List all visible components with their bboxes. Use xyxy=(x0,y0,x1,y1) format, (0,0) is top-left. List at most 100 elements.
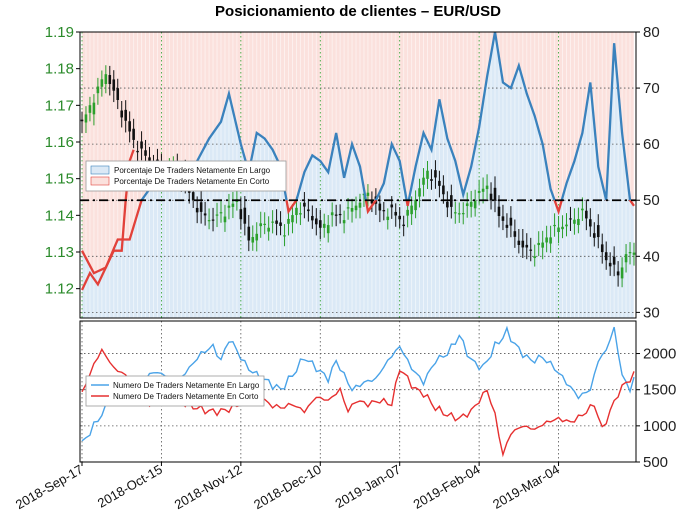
candle-up xyxy=(96,77,100,105)
candle-down xyxy=(438,170,441,198)
candle-body xyxy=(358,202,362,208)
candle-down xyxy=(382,201,386,221)
candle-body xyxy=(525,244,529,248)
candle-body xyxy=(80,119,84,122)
candle-body xyxy=(453,212,457,214)
candle-body xyxy=(446,201,449,208)
candle-body xyxy=(311,215,314,221)
candle-body xyxy=(620,267,624,279)
candle-body xyxy=(533,256,537,259)
candle-body xyxy=(477,190,481,193)
legend-bottom: Numero De Traders Netamente En Largo Nume… xyxy=(85,375,265,407)
candle-body xyxy=(573,219,576,224)
legend-box xyxy=(85,375,265,407)
candle-up xyxy=(219,200,223,223)
candle-up xyxy=(100,70,104,97)
candle-body xyxy=(203,213,207,216)
date-tick-label: 2019-Jan-07 xyxy=(332,462,403,511)
candle-body xyxy=(410,205,413,215)
top-panel: 1.12 1.13 1.14 1.15 1.16 1.17 1.18 1.19 30 40 50 60… xyxy=(45,24,660,321)
candle-down xyxy=(402,215,405,237)
candle-down xyxy=(275,209,278,236)
candle-down xyxy=(521,229,525,258)
candle-body xyxy=(469,201,473,207)
candle-body xyxy=(112,79,116,91)
candle-body xyxy=(307,209,310,212)
candle-up xyxy=(473,189,477,217)
candle-body xyxy=(227,205,231,208)
candle-body xyxy=(199,202,203,212)
candle-down xyxy=(612,246,616,277)
candle-up xyxy=(354,196,358,219)
candle-up xyxy=(92,94,96,126)
bottom-frame xyxy=(79,320,637,463)
candle-up xyxy=(255,222,259,252)
bottom-panel: 500 1000 1500 2000 Numero De Traders Netamen… xyxy=(79,320,676,471)
date-tick-label: 2019-Mar-04 xyxy=(490,462,562,512)
chart-title: Posicionamiento de clientes – EUR/USD xyxy=(215,3,501,20)
candle-body xyxy=(596,225,600,238)
candle-up xyxy=(366,184,370,207)
candle-body xyxy=(604,252,608,261)
candle-body xyxy=(442,185,445,195)
candle-up xyxy=(223,204,227,232)
candle-up xyxy=(553,213,556,237)
candle-body xyxy=(275,220,278,224)
candle-body xyxy=(100,79,104,87)
candle-up xyxy=(545,225,548,253)
candle-body xyxy=(291,215,294,223)
candle-up xyxy=(573,208,576,235)
price-tick-label: 1.12 xyxy=(45,281,74,298)
candle-body xyxy=(322,223,326,228)
candle-down xyxy=(442,175,445,204)
candle-body xyxy=(346,207,350,209)
candle-body xyxy=(96,86,100,94)
candle-body xyxy=(124,109,127,121)
candle-down xyxy=(239,197,243,230)
candle-body xyxy=(545,237,548,243)
pct-tick-label: 80 xyxy=(643,24,660,41)
legend-swatch xyxy=(90,176,110,186)
candle-body xyxy=(223,216,227,223)
candle-body xyxy=(589,219,592,227)
candle-body xyxy=(382,210,386,212)
candle-body xyxy=(553,224,556,227)
candle-up xyxy=(557,215,560,244)
candle-body xyxy=(537,242,540,246)
candle-body xyxy=(565,224,568,227)
candle-up xyxy=(215,202,219,228)
candle-up xyxy=(628,242,632,265)
candle-down xyxy=(569,206,572,232)
candle-body xyxy=(251,237,255,243)
candle-down xyxy=(600,233,604,264)
date-tick-label: 2018-Nov-12 xyxy=(172,462,245,513)
candle-down xyxy=(247,215,251,252)
candle-down xyxy=(112,70,116,103)
candle-down xyxy=(446,191,449,218)
candle-up xyxy=(577,207,580,234)
candle-up xyxy=(461,202,465,225)
candle-up xyxy=(104,65,108,94)
candle-down xyxy=(136,140,139,163)
candle-body xyxy=(104,74,108,84)
candle-up xyxy=(426,160,429,190)
candle-body xyxy=(541,242,544,248)
candle-body xyxy=(450,195,453,207)
date-tick-label: 2018-Sep-17 xyxy=(13,462,86,513)
candle-body xyxy=(247,226,251,241)
candle-body xyxy=(581,208,584,211)
candle-down xyxy=(128,111,131,143)
candle-body xyxy=(140,141,143,149)
count-tick-label: 1500 xyxy=(643,382,676,399)
candle-body xyxy=(120,110,124,118)
candle-body xyxy=(434,170,437,178)
candle-body xyxy=(505,224,509,228)
candle-body xyxy=(108,75,112,85)
candle-up xyxy=(537,231,540,257)
candle-up xyxy=(565,213,568,237)
candle-body xyxy=(461,213,465,215)
candle-up xyxy=(326,215,330,243)
candle-body xyxy=(92,102,96,115)
candle-body xyxy=(271,221,274,223)
candle-body xyxy=(557,227,560,233)
